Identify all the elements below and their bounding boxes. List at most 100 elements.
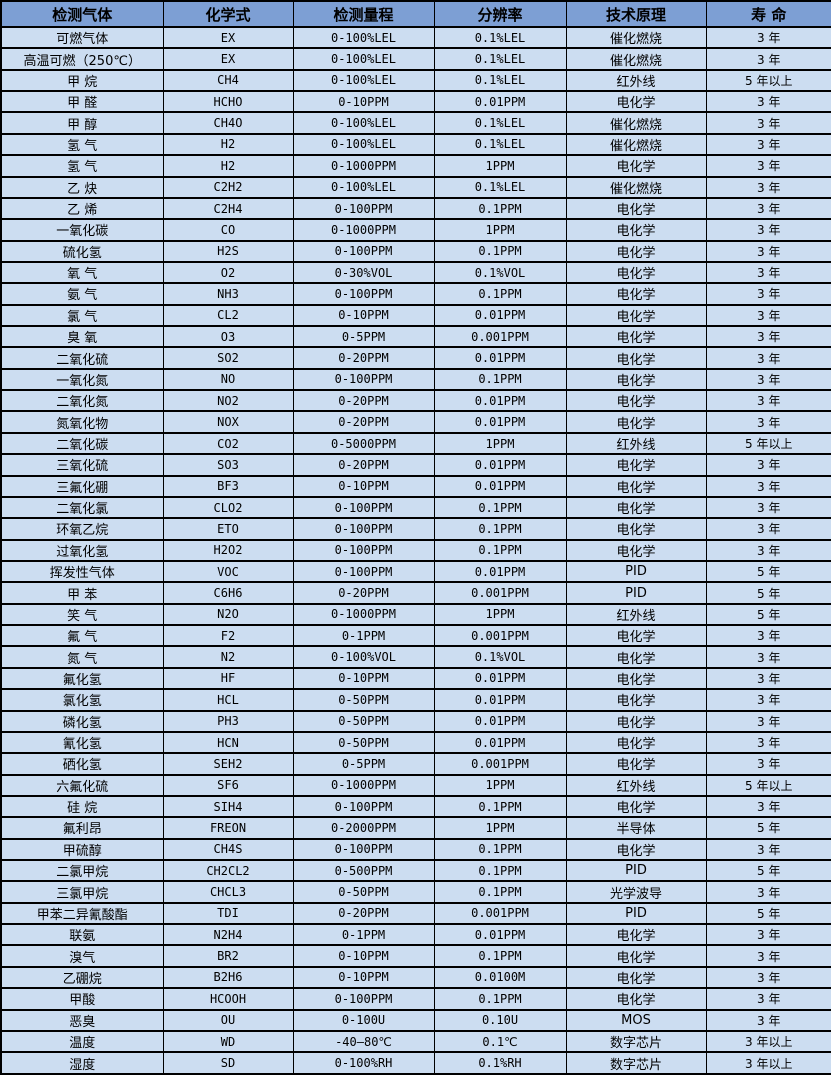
cell-gas: 臭 氧 [0,325,164,349]
cell-formula: H2S [162,239,294,263]
column-header-resolution: 分辨率 [433,0,567,28]
cell-gas: 氟化氢 [0,666,164,691]
cell-gas: 甲 苯 [0,581,164,605]
cell-formula: H2 [162,154,294,178]
cell-formula: C2H4 [162,196,294,221]
cell-formula: CLO2 [162,495,294,520]
cell-principle: PID [565,581,707,605]
cell-resolution: 0.1PPM [433,367,567,392]
table-row: 可燃气体 EX 0-100%LEL 0.1%LEL 催化燃烧 3 年 [0,25,831,50]
cell-formula: SEH2 [162,752,294,776]
cell-gas: 氢 气 [0,154,164,178]
cell-principle: 电化学 [565,965,707,990]
cell-resolution: 0.01PPM [433,709,567,733]
cell-lifespan: 3 年 [705,90,831,114]
cell-resolution: 0.1PPM [433,944,567,968]
table-row: 甲苯二异氰酸酯 TDI 0-20PPM 0.001PPM PID 5 年 [0,901,831,926]
cell-resolution: 0.1%LEL [433,111,567,135]
cell-principle: 电化学 [565,239,707,263]
cell-formula: CHCL3 [162,880,294,904]
table-row: 高温可燃（250℃） EX 0-100%LEL 0.1%LEL 催化燃烧 3 年 [0,47,831,71]
cell-resolution: 0.01PPM [433,303,567,328]
cell-resolution: 0.1%LEL [433,25,567,50]
cell-gas: 氨 气 [0,282,164,306]
cell-formula: ETO [162,517,294,541]
cell-resolution: 0.001PPM [433,624,567,648]
cell-gas: 甲 醇 [0,111,164,135]
cell-resolution: 0.1PPM [433,495,567,520]
cell-principle: PID [565,559,707,584]
cell-formula: NO2 [162,389,294,413]
cell-range: 0-20PPM [292,389,435,413]
cell-range: 0-20PPM [292,901,435,926]
cell-principle: 电化学 [565,538,707,563]
cell-range: 0-10PPM [292,666,435,691]
cell-principle: 电化学 [565,474,707,498]
cell-formula: SO2 [162,346,294,370]
cell-formula: N2O [162,602,294,627]
cell-gas: 氮 气 [0,645,164,669]
cell-principle: 电化学 [565,282,707,306]
cell-formula: FREON [162,816,294,840]
cell-range: 0-10PPM [292,303,435,328]
table-row: 甲 苯 C6H6 0-20PPM 0.001PPM PID 5 年 [0,581,831,605]
cell-principle: 电化学 [565,154,707,178]
cell-resolution: 0.0100M [433,965,567,990]
cell-formula: WD [162,1029,294,1054]
cell-range: 0-100%LEL [292,68,435,93]
cell-gas: 二氧化碳 [0,431,164,456]
cell-formula: N2H4 [162,923,294,947]
cell-range: 0-10PPM [292,474,435,498]
cell-range: 0-50PPM [292,688,435,712]
cell-formula: CH4 [162,68,294,93]
cell-gas: 氟利昂 [0,816,164,840]
cell-lifespan: 3 年 [705,730,831,755]
cell-range: 0-10PPM [292,965,435,990]
cell-formula: SIH4 [162,794,294,819]
table-row: 氯化氢 HCL 0-50PPM 0.01PPM 电化学 3 年 [0,688,831,712]
cell-lifespan: 3 年 [705,25,831,50]
cell-resolution: 0.001PPM [433,325,567,349]
cell-gas: 过氧化氢 [0,538,164,563]
cell-gas: 氯化氢 [0,688,164,712]
cell-principle: 数字芯片 [565,1029,707,1054]
cell-formula: C2H2 [162,175,294,199]
cell-gas: 湿度 [0,1051,164,1075]
cell-resolution: 1PPM [433,816,567,840]
cell-range: 0-100PPM [292,495,435,520]
cell-gas: 乙硼烷 [0,965,164,990]
cell-resolution: 0.01PPM [433,453,567,477]
cell-resolution: 0.001PPM [433,901,567,926]
cell-principle: 电化学 [565,90,707,114]
cell-range: 0-50PPM [292,730,435,755]
cell-lifespan: 5 年以上 [705,431,831,456]
cell-range: 0-100PPM [292,367,435,392]
cell-principle: 催化燃烧 [565,132,707,157]
cell-principle: 电化学 [565,944,707,968]
cell-range: 0-5PPM [292,752,435,776]
table-row: 氯 气 CL2 0-10PPM 0.01PPM 电化学 3 年 [0,303,831,328]
cell-lifespan: 3 年 [705,880,831,904]
cell-formula: O2 [162,260,294,285]
cell-lifespan: 3 年 [705,389,831,413]
cell-range: 0-100PPM [292,538,435,563]
cell-lifespan: 5 年 [705,858,831,883]
cell-formula: SO3 [162,453,294,477]
cell-formula: CH4S [162,837,294,862]
cell-resolution: 0.01PPM [433,346,567,370]
cell-lifespan: 3 年 [705,624,831,648]
cell-principle: 电化学 [565,260,707,285]
table-row: 恶臭 OU 0-100U 0.10U MOS 3 年 [0,1008,831,1032]
cell-resolution: 1PPM [433,602,567,627]
cell-principle: 电化学 [565,325,707,349]
cell-resolution: 0.1PPM [433,837,567,862]
cell-lifespan: 3 年 [705,154,831,178]
cell-principle: 电化学 [565,495,707,520]
cell-range: 0-100PPM [292,559,435,584]
cell-principle: 电化学 [565,923,707,947]
cell-principle: 红外线 [565,68,707,93]
cell-range: -40—80℃ [292,1029,435,1054]
cell-principle: 半导体 [565,816,707,840]
cell-lifespan: 3 年 [705,837,831,862]
